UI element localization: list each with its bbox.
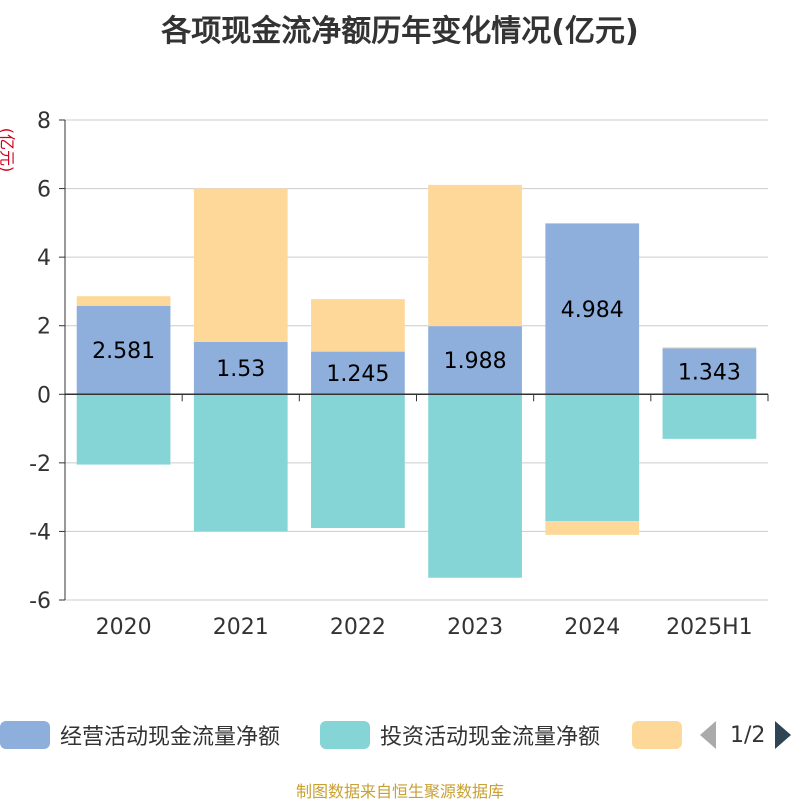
bar-operating-2020 [76,305,171,395]
data-label-operating: 1.988 [444,349,507,374]
bar-operating-2023 [428,326,522,395]
bar-investing-2025H1 [662,394,757,439]
pager-prev-icon[interactable] [700,721,716,749]
y-tick-label: -2 [29,452,51,477]
y-tick-label: -4 [29,520,51,545]
legend-item-financing[interactable] [632,718,682,752]
bar-financing-2021 [193,188,288,342]
bar-financing-2023 [428,184,522,327]
pager-text: 1/2 [730,722,766,748]
bar-financing-2020 [76,296,171,306]
data-label-operating: 1.343 [678,360,741,385]
data-label-operating: 2.581 [92,339,155,364]
x-tick-label: 2025H1 [666,615,753,640]
legend-swatch-operating [0,721,50,749]
legend-swatch-financing [632,721,682,749]
data-label-operating: 1.245 [326,362,389,387]
x-tick-label: 2021 [213,615,269,640]
source-note: 制图数据来自恒生聚源数据库 [295,782,504,801]
y-tick-label: -6 [29,589,51,614]
y-tick-label: 2 [37,315,51,340]
data-label-operating: 4.984 [561,298,624,323]
bar-investing-2020 [76,394,171,465]
legend: 经营活动现金流量净额 投资活动现金流量净额 [0,718,800,752]
data-label-operating: 1.53 [216,357,265,382]
bar-investing-2024 [545,394,640,522]
bar-chart: 8 6 4 2 0 -2 -4 -6 2.581 1.53 1.245 1.988 4.984 1.343… [29,109,769,640]
y-tick-label: 8 [37,109,51,134]
bar-operating-2021 [193,341,288,395]
x-tick-label: 2020 [96,615,152,640]
bar-financing-2024 [545,521,640,535]
bar-investing-2021 [193,394,288,532]
legend-item-investing[interactable]: 投资活动现金流量净额 [320,718,600,752]
bar-operating-2022 [311,351,405,395]
legend-item-operating[interactable]: 经营活动现金流量净额 [0,718,280,752]
legend-label-investing: 投资活动现金流量净额 [380,725,601,750]
y-tick-label: 4 [37,246,51,271]
legend-swatch-investing [320,721,370,749]
bar-financing-2022 [311,299,405,352]
bar-operating-2024 [545,223,640,395]
x-tick-label: 2022 [330,615,386,640]
bar-investing-2022 [311,394,405,528]
bar-operating-2025H1 [662,348,757,395]
x-tick-label: 2023 [447,615,503,640]
chart-title: 各项现金流净额历年变化情况(亿元) [161,14,639,49]
y-tick-label: 0 [37,383,51,408]
legend-pager: 1/2 [700,718,792,752]
y-tick-label: 6 [37,178,51,203]
legend-label-operating: 经营活动现金流量净额 [60,725,281,750]
x-tick-label: 2024 [564,615,620,640]
bar-financing-2025H1 [662,347,757,349]
pager-next-icon[interactable] [775,721,792,749]
bar-investing-2023 [428,394,522,578]
